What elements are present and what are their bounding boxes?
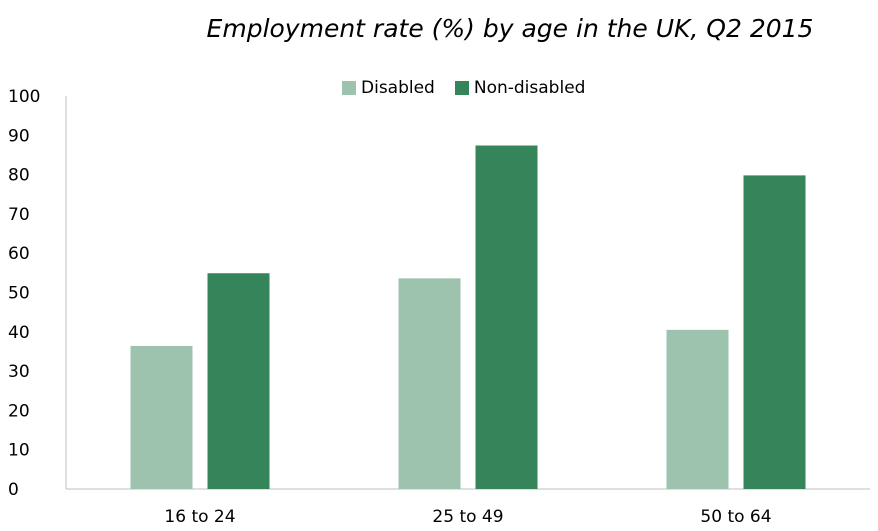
bar-non-disabled bbox=[207, 273, 270, 489]
legend-item-disabled: Disabled bbox=[342, 78, 435, 98]
y-tick-label: 50 bbox=[8, 284, 30, 304]
bar-disabled bbox=[666, 329, 729, 489]
y-tick-label: 100 bbox=[8, 87, 40, 107]
y-tick-label: 60 bbox=[8, 244, 30, 264]
y-tick-label: 40 bbox=[8, 323, 30, 343]
bar-non-disabled bbox=[743, 175, 806, 490]
y-tick-label: 20 bbox=[8, 401, 30, 421]
legend-label-non-disabled: Non-disabled bbox=[473, 78, 586, 98]
bar-disabled bbox=[130, 345, 193, 489]
chart-title: Employment rate (%) by age in the UK, Q2… bbox=[206, 14, 814, 43]
legend-swatch-disabled bbox=[342, 81, 356, 95]
bar-disabled bbox=[398, 278, 461, 489]
y-tick-label: 10 bbox=[8, 441, 30, 461]
x-tick-label: 25 to 49 bbox=[432, 507, 503, 527]
y-tick-label: 30 bbox=[8, 362, 30, 382]
y-tick-label: 0 bbox=[8, 480, 19, 500]
x-tick-label: 50 to 64 bbox=[700, 507, 771, 527]
x-tick-label: 16 to 24 bbox=[164, 507, 235, 527]
y-tick-label: 70 bbox=[8, 205, 30, 225]
legend-swatch-non-disabled bbox=[454, 81, 469, 95]
y-tick-label: 90 bbox=[8, 126, 30, 146]
bar-non-disabled bbox=[475, 145, 538, 489]
legend-item-non-disabled: Non-disabled bbox=[454, 78, 586, 98]
y-tick-label: 80 bbox=[8, 166, 30, 186]
legend-label-disabled: Disabled bbox=[361, 78, 435, 98]
legend: Disabled Non-disabled bbox=[342, 78, 585, 98]
